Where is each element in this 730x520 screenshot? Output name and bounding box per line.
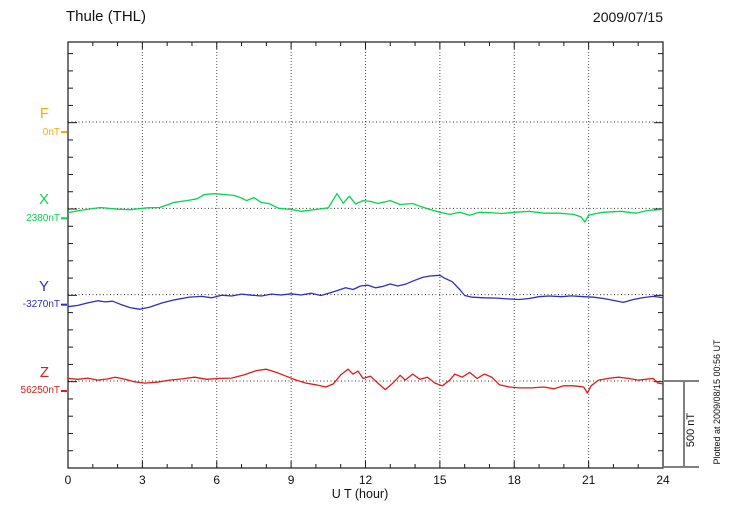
series-y-baseline-value: -3270nT [22, 299, 60, 311]
vertical-gridlines [141, 43, 590, 467]
series-y-letter: Y [38, 277, 49, 295]
x-axis-title: U T (hour) [331, 487, 389, 501]
x-tick-label-12: 12 [358, 473, 373, 487]
x-tick-label-15: 15 [433, 473, 447, 487]
series-f-baseline-value: 0nT [42, 126, 60, 138]
x-trace [67, 193, 664, 223]
y-axis-ticks [68, 53, 663, 452]
x-tick-label-21: 21 [581, 473, 596, 487]
plot-frame [67, 41, 664, 469]
baseline-gridlines [68, 121, 663, 382]
station-title: Thule (THL) [66, 8, 147, 25]
x-tick-label-3: 3 [139, 473, 146, 487]
plot-date: 2009/07/15 [592, 9, 663, 25]
x-tick-label-6: 6 [213, 473, 221, 487]
x-tick-label-24: 24 [656, 473, 670, 487]
traces [67, 193, 664, 394]
scale-bar-label: 500 nT [685, 412, 697, 448]
x-tick-label-0: 0 [64, 473, 72, 487]
x-tick-label-18: 18 [507, 473, 521, 487]
plot-timestamp-note: Plotted at 2009/08/15 00:56 UT [712, 339, 722, 465]
series-x-letter: X [38, 191, 49, 209]
z-trace [67, 368, 664, 394]
series-x-baseline-value: 2380nT [26, 212, 60, 224]
x-axis-ticks [67, 42, 664, 468]
scale-bar [663, 379, 699, 468]
series-z-baseline-value: 56250nT [20, 385, 60, 397]
x-tick-label-9: 9 [287, 473, 295, 487]
series-label-ticks [61, 131, 67, 392]
series-z-letter: Z [39, 363, 49, 381]
series-f-letter: F [39, 105, 49, 122]
y-trace [67, 274, 664, 310]
